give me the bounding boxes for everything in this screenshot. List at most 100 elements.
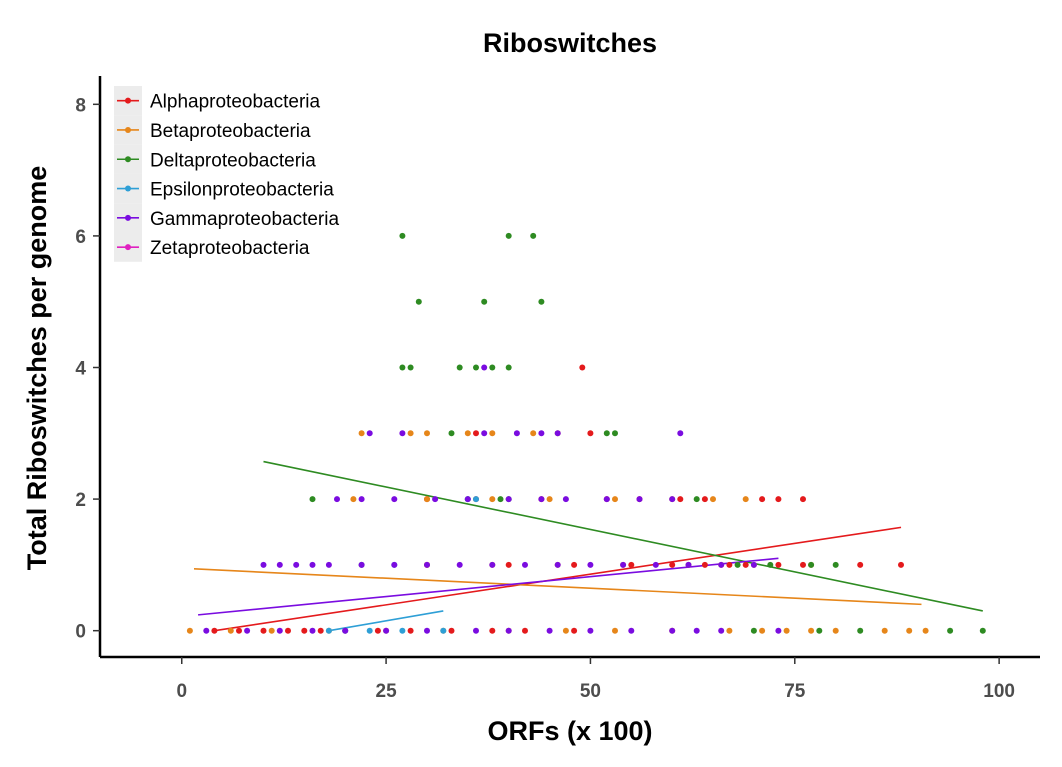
legend-key-point <box>125 185 131 192</box>
data-point <box>489 364 496 371</box>
y-tick-label: 6 <box>75 227 86 248</box>
data-point <box>236 627 242 634</box>
data-point <box>636 496 643 503</box>
data-point <box>513 430 520 437</box>
data-point <box>571 627 578 634</box>
data-point <box>342 627 349 634</box>
data-point <box>334 496 340 503</box>
trend-line <box>328 610 444 632</box>
data-point <box>693 496 700 503</box>
legend-label: Zetaproteobacteria <box>150 238 310 259</box>
data-point <box>628 561 635 568</box>
data-point <box>947 627 954 634</box>
x-tick-label: 100 <box>983 681 1015 702</box>
data-point <box>473 627 479 634</box>
data-point <box>922 627 929 634</box>
data-point <box>742 496 749 503</box>
data-point <box>456 364 463 371</box>
data-point <box>562 627 569 634</box>
data-point <box>244 627 251 634</box>
data-point <box>808 627 815 634</box>
data-point <box>489 496 496 503</box>
data-point <box>742 561 749 568</box>
data-point <box>358 561 365 568</box>
y-tick-label: 2 <box>75 490 86 511</box>
data-point <box>726 561 733 568</box>
data-point <box>489 430 496 437</box>
data-point <box>750 627 757 634</box>
data-point <box>701 561 708 568</box>
data-point <box>538 430 545 437</box>
data-point <box>366 627 373 634</box>
legend-label: Deltaproteobacteria <box>150 150 316 171</box>
data-point <box>603 496 610 503</box>
data-point <box>415 298 422 305</box>
data-point <box>227 627 234 634</box>
legend-key-point <box>125 126 131 133</box>
data-point <box>816 627 823 634</box>
data-point <box>464 496 471 503</box>
data-point <box>432 496 439 503</box>
y-tick-label: 0 <box>75 622 86 643</box>
x-tick-label: 0 <box>176 681 187 702</box>
x-tick-label: 25 <box>376 681 398 702</box>
data-point <box>481 364 488 371</box>
data-point <box>669 561 676 568</box>
data-point <box>734 561 741 568</box>
data-point <box>522 561 528 568</box>
data-point <box>203 627 210 634</box>
data-point <box>800 496 806 503</box>
data-point <box>693 627 700 634</box>
data-point <box>309 561 316 568</box>
data-point <box>399 627 406 634</box>
data-point <box>407 627 414 634</box>
y-tick-label: 8 <box>75 95 86 116</box>
legend-label: Gammaproteobacteria <box>150 209 339 230</box>
legend-label: Epsilonproteobacteria <box>150 180 334 201</box>
legend-label: Alphaproteobacteria <box>150 92 320 113</box>
data-point <box>767 561 774 568</box>
data-point <box>424 561 430 568</box>
data-point <box>759 627 766 634</box>
data-point <box>374 627 381 634</box>
data-point <box>759 496 766 503</box>
data-point <box>881 627 888 634</box>
data-point <box>285 627 291 634</box>
data-point <box>424 430 430 437</box>
data-point <box>857 561 864 568</box>
data-point <box>685 561 692 568</box>
data-point <box>350 496 357 503</box>
data-point <box>587 430 594 437</box>
trend-lines <box>193 460 983 632</box>
data-point <box>677 430 684 437</box>
data-point <box>538 496 545 503</box>
trend-line <box>193 568 922 606</box>
data-point <box>522 627 528 634</box>
data-point <box>628 627 635 634</box>
data-point <box>293 561 300 568</box>
data-point <box>276 561 283 568</box>
data-point <box>775 561 782 568</box>
data-point <box>546 627 553 634</box>
data-point <box>832 561 839 568</box>
axes: 0 25 50 75 100 0 2 4 6 8 <box>75 76 1040 702</box>
data-point <box>309 496 316 503</box>
data-point <box>186 627 193 634</box>
x-tick-label: 50 <box>580 681 601 702</box>
data-point <box>775 496 782 503</box>
data-points <box>186 232 986 634</box>
data-point <box>383 627 390 634</box>
data-point <box>652 561 659 568</box>
x-tick-label: 75 <box>784 681 806 702</box>
data-point <box>783 627 790 634</box>
y-axis-title: Total Riboswitches per genome <box>22 166 52 571</box>
data-point <box>726 627 733 634</box>
data-point <box>554 561 561 568</box>
data-point <box>481 430 488 437</box>
x-axis-title: ORFs (x 100) <box>487 716 652 746</box>
data-point <box>448 627 455 634</box>
data-point <box>554 430 561 437</box>
data-point <box>775 627 782 634</box>
data-point <box>497 496 504 503</box>
